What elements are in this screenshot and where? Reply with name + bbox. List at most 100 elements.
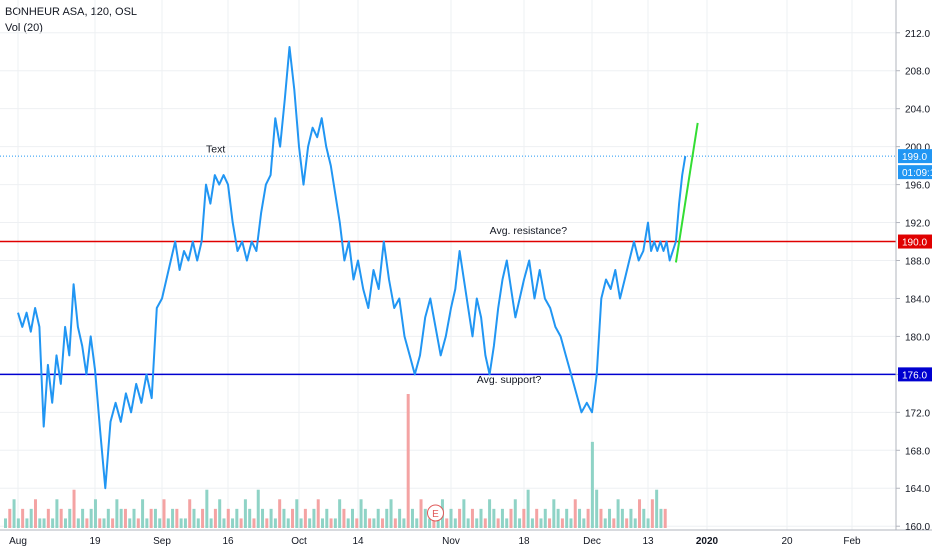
volume-bar (291, 508, 295, 528)
volume-bar (638, 499, 642, 528)
volume-bar (42, 518, 46, 528)
volume-bar (518, 518, 522, 528)
volume-bar (303, 508, 307, 528)
annotation-text: Avg. resistance? (490, 225, 568, 237)
volume-bar (252, 518, 256, 528)
volume-bar (63, 518, 67, 528)
resistance-tag (898, 234, 932, 249)
volume-bar (560, 518, 564, 528)
volume-bar (470, 508, 474, 528)
volume-bar (205, 489, 209, 528)
x-tick-label: 13 (642, 536, 654, 547)
x-tick-label: Sep (153, 536, 171, 547)
y-tick-label: 196.0 (905, 181, 930, 192)
volume-bar (145, 518, 149, 528)
volume-bar (505, 518, 509, 528)
volume-bar (46, 508, 50, 528)
y-tick-label: 180.0 (905, 332, 930, 343)
volume-bar (552, 499, 556, 528)
volume-bar (372, 518, 376, 528)
volume-bar (586, 508, 590, 528)
volume-bar (201, 508, 205, 528)
volume-indicator-label[interactable]: Vol (20) (5, 22, 43, 34)
y-tick-label: 200.0 (905, 143, 930, 154)
volume-bar (231, 518, 235, 528)
volume-bar (119, 508, 123, 528)
y-tick-label: 160.0 (905, 522, 930, 533)
volume-bar (12, 499, 16, 528)
volume-bar (333, 518, 337, 528)
earnings-marker (427, 504, 444, 522)
volume-bar (350, 508, 354, 528)
y-tick-label: 164.0 (905, 484, 930, 495)
volume-bar (248, 508, 252, 528)
volume-bar (85, 518, 89, 528)
volume-bar (620, 508, 624, 528)
volume-bar (89, 508, 93, 528)
volume-bar (235, 508, 239, 528)
volume-bar (603, 518, 607, 528)
volume-bar (419, 499, 423, 528)
volume-bar (158, 518, 162, 528)
green-trendline (674, 122, 699, 263)
x-tick-label: Dec (583, 536, 601, 547)
volume-bar (68, 508, 72, 528)
volume-bar (522, 508, 526, 528)
horizontal-levels[interactable] (0, 155, 896, 376)
volume-bar (569, 518, 573, 528)
volume-bar (428, 518, 432, 528)
volume-bar (162, 499, 166, 528)
volume-bar (179, 518, 183, 528)
volume-bar (513, 499, 517, 528)
volume-bar (608, 508, 612, 528)
volume-bar (321, 518, 325, 528)
bar-countdown-tag-label: 01:09:11 (902, 168, 932, 179)
volume-bar (308, 518, 312, 528)
volume-bar (573, 499, 577, 528)
volume-bar (578, 508, 582, 528)
volume-bar (415, 518, 419, 528)
volume-bar (213, 508, 217, 528)
text-annotations[interactable]: Text Avg. resistance? Avg. support? (206, 143, 567, 386)
volume-bar (329, 518, 333, 528)
volume-bar (16, 518, 20, 528)
chart-grid (0, 0, 896, 530)
volume-bar (458, 508, 462, 528)
volume-bar (548, 518, 552, 528)
volume-bar (655, 489, 659, 528)
x-tick-label: 18 (518, 536, 530, 547)
volume-bar (376, 508, 380, 528)
volume-bar (526, 489, 530, 528)
volume-bar (4, 518, 7, 528)
volume-bar (59, 508, 63, 528)
x-tick-label: 20 (781, 536, 793, 547)
volume-bar (565, 508, 569, 528)
volume-bar (462, 499, 466, 528)
volume-bar (218, 499, 222, 528)
volume-bar (590, 441, 594, 528)
volume-bar (188, 499, 192, 528)
volume-bar (55, 499, 59, 528)
volume-bar (496, 518, 500, 528)
volume-bar (595, 489, 599, 528)
volume-bar (445, 518, 449, 528)
volume-bar (625, 518, 629, 528)
volume-bar (171, 508, 175, 528)
volume-bar (102, 518, 106, 528)
volume-bar (295, 499, 299, 528)
y-tick-label: 184.0 (905, 294, 930, 305)
volume-bar (642, 508, 646, 528)
volume-bar (466, 518, 470, 528)
volume-bar (222, 518, 226, 528)
volume-bar (282, 508, 286, 528)
volume-bar (449, 508, 453, 528)
volume-bar (38, 518, 42, 528)
volume-bar (239, 518, 243, 528)
volume-bar (265, 518, 269, 528)
volume-bar (355, 518, 359, 528)
symbol-title[interactable]: BONHEUR ASA, 120, OSL (5, 6, 138, 18)
volume-bar (76, 518, 80, 528)
trendline-drawing[interactable] (674, 122, 699, 263)
